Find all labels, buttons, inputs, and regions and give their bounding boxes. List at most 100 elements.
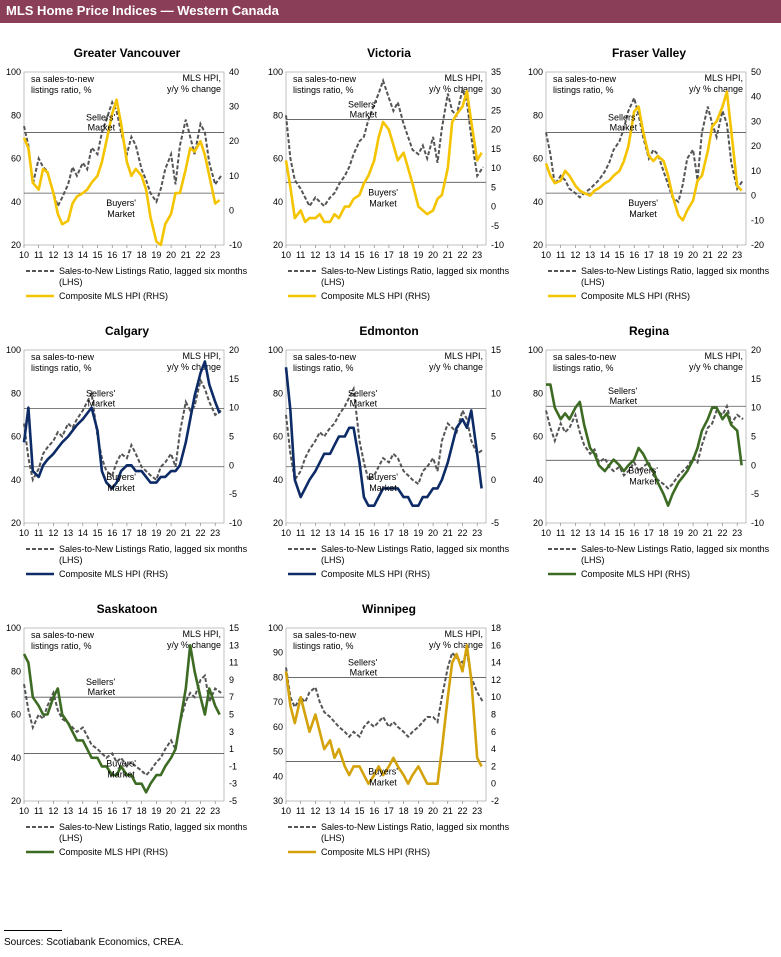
y-left-tick-label: 60	[533, 154, 543, 164]
rhs-unit-label: MLS HPI,	[444, 629, 483, 639]
legend-ratio-label: Sales-to-New Listings Ratio, lagged six …	[581, 544, 770, 554]
chart-svg: Victoria 20 40 60 80 100 -10 -5 0 5 10 15 20 25 30 35 10…	[268, 46, 510, 301]
y-right-tick-label: -10	[229, 518, 242, 528]
x-tick-label: 16	[107, 806, 117, 816]
x-tick-label: 20	[428, 806, 438, 816]
sellers-market-label: Sellers'	[608, 113, 638, 123]
y-right-tick-label: 0	[491, 779, 496, 789]
y-right-tick-label: -20	[751, 240, 764, 250]
y-left-tick-label: 80	[533, 388, 543, 398]
y-right-tick-label: 11	[229, 658, 238, 668]
chart-svg: Fraser Valley20406080100-20-100102030405…	[528, 46, 770, 301]
y-left-tick-label: 40	[533, 197, 543, 207]
y-left-tick-label: 80	[273, 672, 283, 682]
legend-ratio-label: Sales-to-New Listings Ratio, lagged six …	[321, 266, 510, 276]
legend-ratio-label: Sales-to-New Listings Ratio, lagged six …	[581, 266, 770, 276]
ratio-series-line	[23, 377, 222, 483]
y-right-tick-label: 35	[491, 67, 501, 77]
lhs-unit-label: sa sales-to-new	[293, 74, 357, 84]
y-right-tick-label: 0	[229, 205, 234, 215]
x-tick-label: 21	[703, 250, 713, 260]
legend-hpi-label: Composite MLS HPI (RHS)	[581, 569, 690, 579]
x-tick-label: 20	[166, 250, 176, 260]
x-tick-label: 22	[195, 806, 205, 816]
legend-ratio-label: (LHS)	[59, 555, 83, 565]
page-title: MLS Home Price Indices — Western Canada	[6, 3, 279, 18]
y-right-tick-label: 7	[229, 692, 234, 702]
y-right-tick-label: 5	[491, 182, 496, 192]
x-tick-label: 13	[325, 806, 335, 816]
x-tick-label: 14	[340, 528, 350, 538]
buyers-market-label: Market	[629, 476, 657, 486]
sellers-market-label: Market	[350, 667, 378, 677]
y-right-tick-label: 15	[229, 623, 239, 633]
buyers-market-label: Buyers'	[368, 472, 398, 482]
lhs-unit-label: listings ratio, %	[31, 85, 92, 95]
x-tick-label: 21	[443, 250, 453, 260]
y-left-tick-label: 60	[11, 154, 21, 164]
y-left-tick-label: 40	[11, 753, 21, 763]
x-tick-label: 18	[659, 528, 669, 538]
x-tick-label: 10	[19, 806, 29, 816]
x-tick-label: 18	[399, 250, 409, 260]
y-right-tick-label: -10	[229, 240, 242, 250]
chart-title: Edmonton	[359, 324, 418, 338]
legend-ratio-label: (LHS)	[321, 277, 345, 287]
ratio-series-line	[23, 673, 222, 777]
y-left-tick-label: 80	[11, 110, 21, 120]
x-tick-label: 13	[325, 528, 335, 538]
y-left-tick-label: 40	[273, 475, 283, 485]
x-tick-label: 23	[210, 528, 220, 538]
x-tick-label: 10	[541, 250, 551, 260]
x-tick-label: 16	[629, 528, 639, 538]
y-left-tick-label: 20	[11, 796, 21, 806]
y-left-tick-label: 20	[533, 518, 543, 528]
y-left-tick-label: 100	[268, 67, 283, 77]
x-tick-label: 13	[325, 250, 335, 260]
x-tick-label: 22	[457, 806, 467, 816]
rhs-unit-label: y/y % change	[167, 640, 221, 650]
x-tick-label: 10	[281, 250, 291, 260]
x-tick-label: 17	[122, 250, 132, 260]
x-tick-label: 19	[413, 250, 423, 260]
x-tick-label: 20	[166, 806, 176, 816]
y-left-tick-label: 80	[273, 110, 283, 120]
ratio-series-line	[545, 403, 744, 490]
x-tick-label: 23	[472, 250, 482, 260]
x-tick-label: 10	[281, 806, 291, 816]
y-right-tick-label: -5	[751, 489, 759, 499]
x-tick-label: 14	[600, 250, 610, 260]
plot-area	[23, 71, 225, 246]
rhs-unit-label: y/y % change	[429, 84, 483, 94]
chart-panel-saskatoon: Saskatoon 20 40 60 80 100 -5 -3 -1 1 3 5 7 9 11 13 15 10 1…	[2, 596, 252, 901]
rhs-unit-label: MLS HPI,	[182, 73, 221, 83]
y-right-tick-label: 6	[491, 727, 496, 737]
x-tick-label: 16	[369, 528, 379, 538]
lhs-unit-label: listings ratio, %	[293, 85, 354, 95]
rhs-unit-label: MLS HPI,	[444, 351, 483, 361]
y-left-tick-label: 30	[273, 796, 283, 806]
sellers-market-label: Sellers'	[608, 386, 638, 396]
x-tick-label: 21	[703, 528, 713, 538]
x-tick-label: 12	[570, 250, 580, 260]
buyers-market-label: Market	[369, 777, 397, 787]
buyers-market-label: Market	[369, 483, 397, 493]
sellers-market-label: Market	[88, 687, 116, 697]
x-tick-label: 15	[355, 806, 365, 816]
y-right-tick-label: 40	[751, 92, 761, 102]
x-tick-label: 11	[34, 806, 43, 816]
y-right-tick-label: 0	[751, 191, 756, 201]
x-tick-label: 20	[428, 528, 438, 538]
y-right-tick-label: 15	[491, 345, 501, 355]
x-tick-label: 22	[457, 528, 467, 538]
x-tick-label: 11	[556, 250, 565, 260]
hpi-series-line	[22, 98, 221, 247]
y-right-tick-label: -10	[751, 518, 764, 528]
x-tick-label: 23	[472, 806, 482, 816]
y-right-tick-label: 40	[229, 67, 239, 77]
x-tick-label: 10	[281, 528, 291, 538]
y-right-tick-label: 20	[751, 345, 761, 355]
buyers-market-label: Buyers'	[368, 766, 398, 776]
y-left-tick-label: 90	[273, 648, 283, 658]
sellers-market-label: Sellers'	[86, 388, 116, 398]
